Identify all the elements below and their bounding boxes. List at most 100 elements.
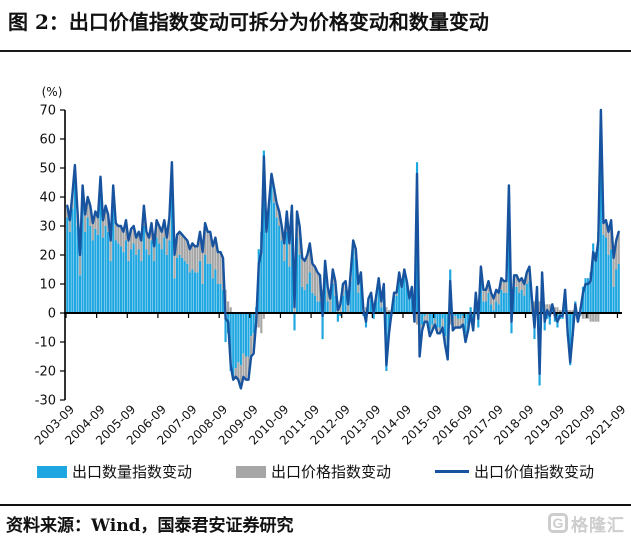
bar-price <box>566 310 569 313</box>
bar-quantity <box>137 249 140 313</box>
bar-quantity <box>308 272 311 313</box>
bar-price <box>380 301 383 308</box>
bar-price <box>553 307 556 313</box>
bar-price <box>497 292 500 305</box>
quantity-swatch-icon <box>36 465 67 478</box>
bar-price <box>594 313 597 322</box>
bar-quantity <box>86 217 89 313</box>
bar-price <box>165 237 168 255</box>
bar-price <box>612 257 615 287</box>
bar-quantity <box>515 286 518 313</box>
bar-quantity <box>130 249 133 313</box>
bar-price <box>278 211 281 226</box>
bar-quantity <box>84 231 87 313</box>
bar-quantity <box>270 185 273 313</box>
bar-quantity <box>170 185 174 313</box>
bar-quantity <box>188 272 191 313</box>
bar-quantity <box>334 295 337 313</box>
bar-price <box>209 231 212 264</box>
bar-price <box>604 220 608 238</box>
bar-quantity <box>352 249 355 313</box>
bar-price <box>104 205 107 226</box>
bar-quantity <box>147 255 151 313</box>
bar-quantity <box>318 301 322 313</box>
bar-price <box>505 281 508 293</box>
legend-label-price: 出口价格指数变动 <box>270 463 391 481</box>
bar-price <box>426 313 429 322</box>
bar-price <box>91 223 94 241</box>
bar-price <box>456 318 459 328</box>
bar-quantity <box>81 202 84 313</box>
bar-quantity <box>101 237 105 313</box>
bar-price <box>262 313 265 319</box>
bar-quantity <box>459 313 462 319</box>
bar-quantity <box>206 263 209 313</box>
bar-quantity <box>495 301 498 313</box>
bar-quantity <box>584 278 587 313</box>
bar-quantity <box>229 313 232 371</box>
bar-price <box>597 313 600 322</box>
bar-quantity <box>122 252 125 313</box>
y-axis-tick-label: 50 <box>39 162 56 177</box>
export-index-chart: (%)2003-092004-092005-092006-092007-0920… <box>32 85 629 448</box>
bar-quantity <box>303 289 306 313</box>
bar-quantity <box>78 275 82 313</box>
bar-quantity <box>441 313 444 319</box>
chart-container: (%) 2003-09 2004-09 2005-09 2006-09 2007-09 20… <box>0 52 631 457</box>
bar-quantity <box>290 231 294 313</box>
bar-quantity <box>444 313 447 337</box>
bar-quantity <box>160 249 163 313</box>
bar-quantity <box>609 249 613 313</box>
bar-price <box>275 202 278 218</box>
bar-quantity <box>107 231 110 313</box>
bar-price <box>515 275 518 287</box>
bar-price <box>587 313 590 319</box>
bar-quantity <box>283 260 286 313</box>
bar-price <box>303 260 306 290</box>
bar-quantity <box>604 237 608 313</box>
bar-price <box>175 234 179 258</box>
bar-quantity <box>214 269 217 313</box>
bar-quantity <box>589 272 592 313</box>
bar-price <box>227 301 230 313</box>
bar-quantity <box>250 313 253 337</box>
bar-quantity <box>500 289 503 313</box>
bar-quantity <box>191 269 194 313</box>
bar-quantity <box>467 313 470 325</box>
chart-legend: 出口数量指数变动 出口价格指数变动 出口价值指数变动 <box>0 461 631 482</box>
bar-quantity <box>380 307 383 313</box>
bar-price <box>357 284 360 293</box>
bar-price <box>387 310 391 313</box>
bar-quantity <box>339 313 342 316</box>
y-axis-tick-label: 10 <box>39 278 56 293</box>
bar-quantity <box>597 231 600 313</box>
bar-quantity <box>295 237 299 313</box>
bar-quantity <box>502 292 505 313</box>
bar-price <box>198 231 202 261</box>
bar-quantity <box>158 243 161 313</box>
bar-quantity <box>354 257 357 313</box>
bar-quantity <box>242 313 245 354</box>
bar-quantity <box>546 313 549 319</box>
y-axis-tick-label: 0 <box>48 307 56 322</box>
bar-price <box>239 365 242 389</box>
bar-price <box>449 313 452 325</box>
bar-quantity <box>99 197 102 313</box>
bar-price <box>602 223 605 235</box>
y-axis-tick-label: -20 <box>35 365 56 380</box>
bar-quantity <box>96 234 99 313</box>
bar-quantity <box>127 260 130 313</box>
gelonghui-logo-icon: G <box>548 513 568 533</box>
bar-quantity <box>186 263 189 313</box>
bar-quantity <box>489 304 493 313</box>
bar-quantity <box>260 231 263 313</box>
bar-quantity <box>431 313 434 325</box>
bar-quantity <box>331 284 334 313</box>
bar-quantity <box>91 240 94 313</box>
bar-price <box>615 240 618 270</box>
bar-quantity <box>193 272 197 313</box>
bar-price <box>525 272 528 284</box>
bar-price <box>101 220 105 238</box>
bar-price <box>518 281 521 293</box>
bar-price <box>204 223 207 255</box>
